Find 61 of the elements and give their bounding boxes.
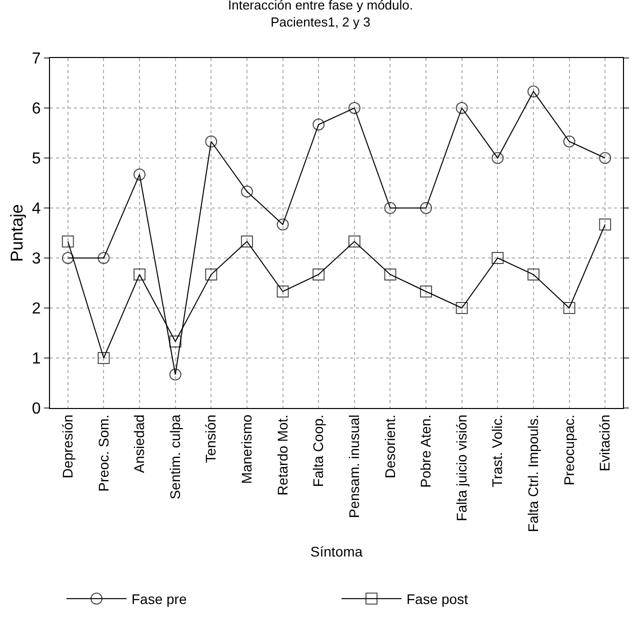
- x-tick-label: Depresión: [59, 414, 76, 478]
- point: [384, 202, 396, 214]
- y-axis-title: Puntaje: [7, 204, 26, 262]
- point: [312, 268, 325, 280]
- x-tick-label: Falta Ctrl. Impouls.: [525, 414, 542, 532]
- y-tick-label: 0: [32, 400, 41, 418]
- point: [384, 268, 396, 280]
- point: [348, 236, 360, 248]
- y-tick-label: 3: [32, 250, 41, 268]
- point: [205, 136, 218, 148]
- point: [563, 136, 576, 148]
- point: [169, 368, 182, 380]
- x-tick-label: Desorient.: [382, 414, 398, 478]
- x-tick-label: Preoc. Som.: [95, 414, 112, 492]
- x-axis-title: Síntoma: [310, 543, 363, 560]
- x-tick-label: Evitación: [596, 414, 613, 472]
- y-tick-label: 4: [32, 200, 41, 218]
- x-tick-label: Falta juicio visión: [453, 414, 470, 522]
- point: [456, 102, 468, 114]
- y-tick-label: 2: [32, 300, 41, 318]
- point: [276, 218, 289, 230]
- legend-label: Fase pre: [132, 591, 187, 608]
- point: [420, 202, 432, 214]
- y-tick-label: 7: [32, 50, 41, 68]
- x-tick-label: Retardo Mot.: [274, 414, 290, 496]
- point: [599, 218, 612, 230]
- x-tick-label: Sentim. culpa: [166, 414, 183, 500]
- point: [240, 236, 253, 248]
- point: [492, 252, 504, 264]
- point: [456, 302, 468, 314]
- point: [62, 252, 74, 264]
- x-tick-label: Pobre Aten.: [418, 414, 434, 488]
- point: [205, 268, 218, 280]
- point: [98, 252, 110, 264]
- point: [527, 268, 540, 280]
- y-tick-label: 1: [32, 350, 41, 368]
- point: [276, 286, 289, 298]
- x-tick-label: Falta Coop.: [310, 414, 326, 487]
- point: [62, 236, 74, 248]
- legend-label: Fase post: [406, 591, 468, 608]
- point: [348, 102, 360, 114]
- y-tick-label: 6: [32, 100, 41, 118]
- y-tick-label: 5: [32, 150, 41, 168]
- x-tick-label: Pensam. inusual: [346, 414, 362, 518]
- point: [420, 286, 432, 298]
- x-tick-label: Ansiedad: [131, 414, 148, 473]
- x-tick-label: Preocupac.: [560, 414, 577, 486]
- point: [169, 336, 182, 348]
- point: [134, 268, 146, 280]
- point: [599, 152, 612, 164]
- point: [98, 352, 110, 364]
- point: [527, 86, 540, 98]
- x-tick-label: Tensión: [202, 414, 219, 463]
- x-tick-label: Manerismo: [238, 414, 255, 484]
- chart-title: Interacción entre fase y módulo. Pacientes1, 2 y 3: [228, 0, 413, 30]
- point: [312, 118, 325, 130]
- point: [492, 152, 504, 164]
- point: [563, 302, 576, 314]
- point: [134, 168, 146, 180]
- point: [240, 186, 253, 198]
- x-tick-label: Trast. Volic.: [489, 414, 506, 488]
